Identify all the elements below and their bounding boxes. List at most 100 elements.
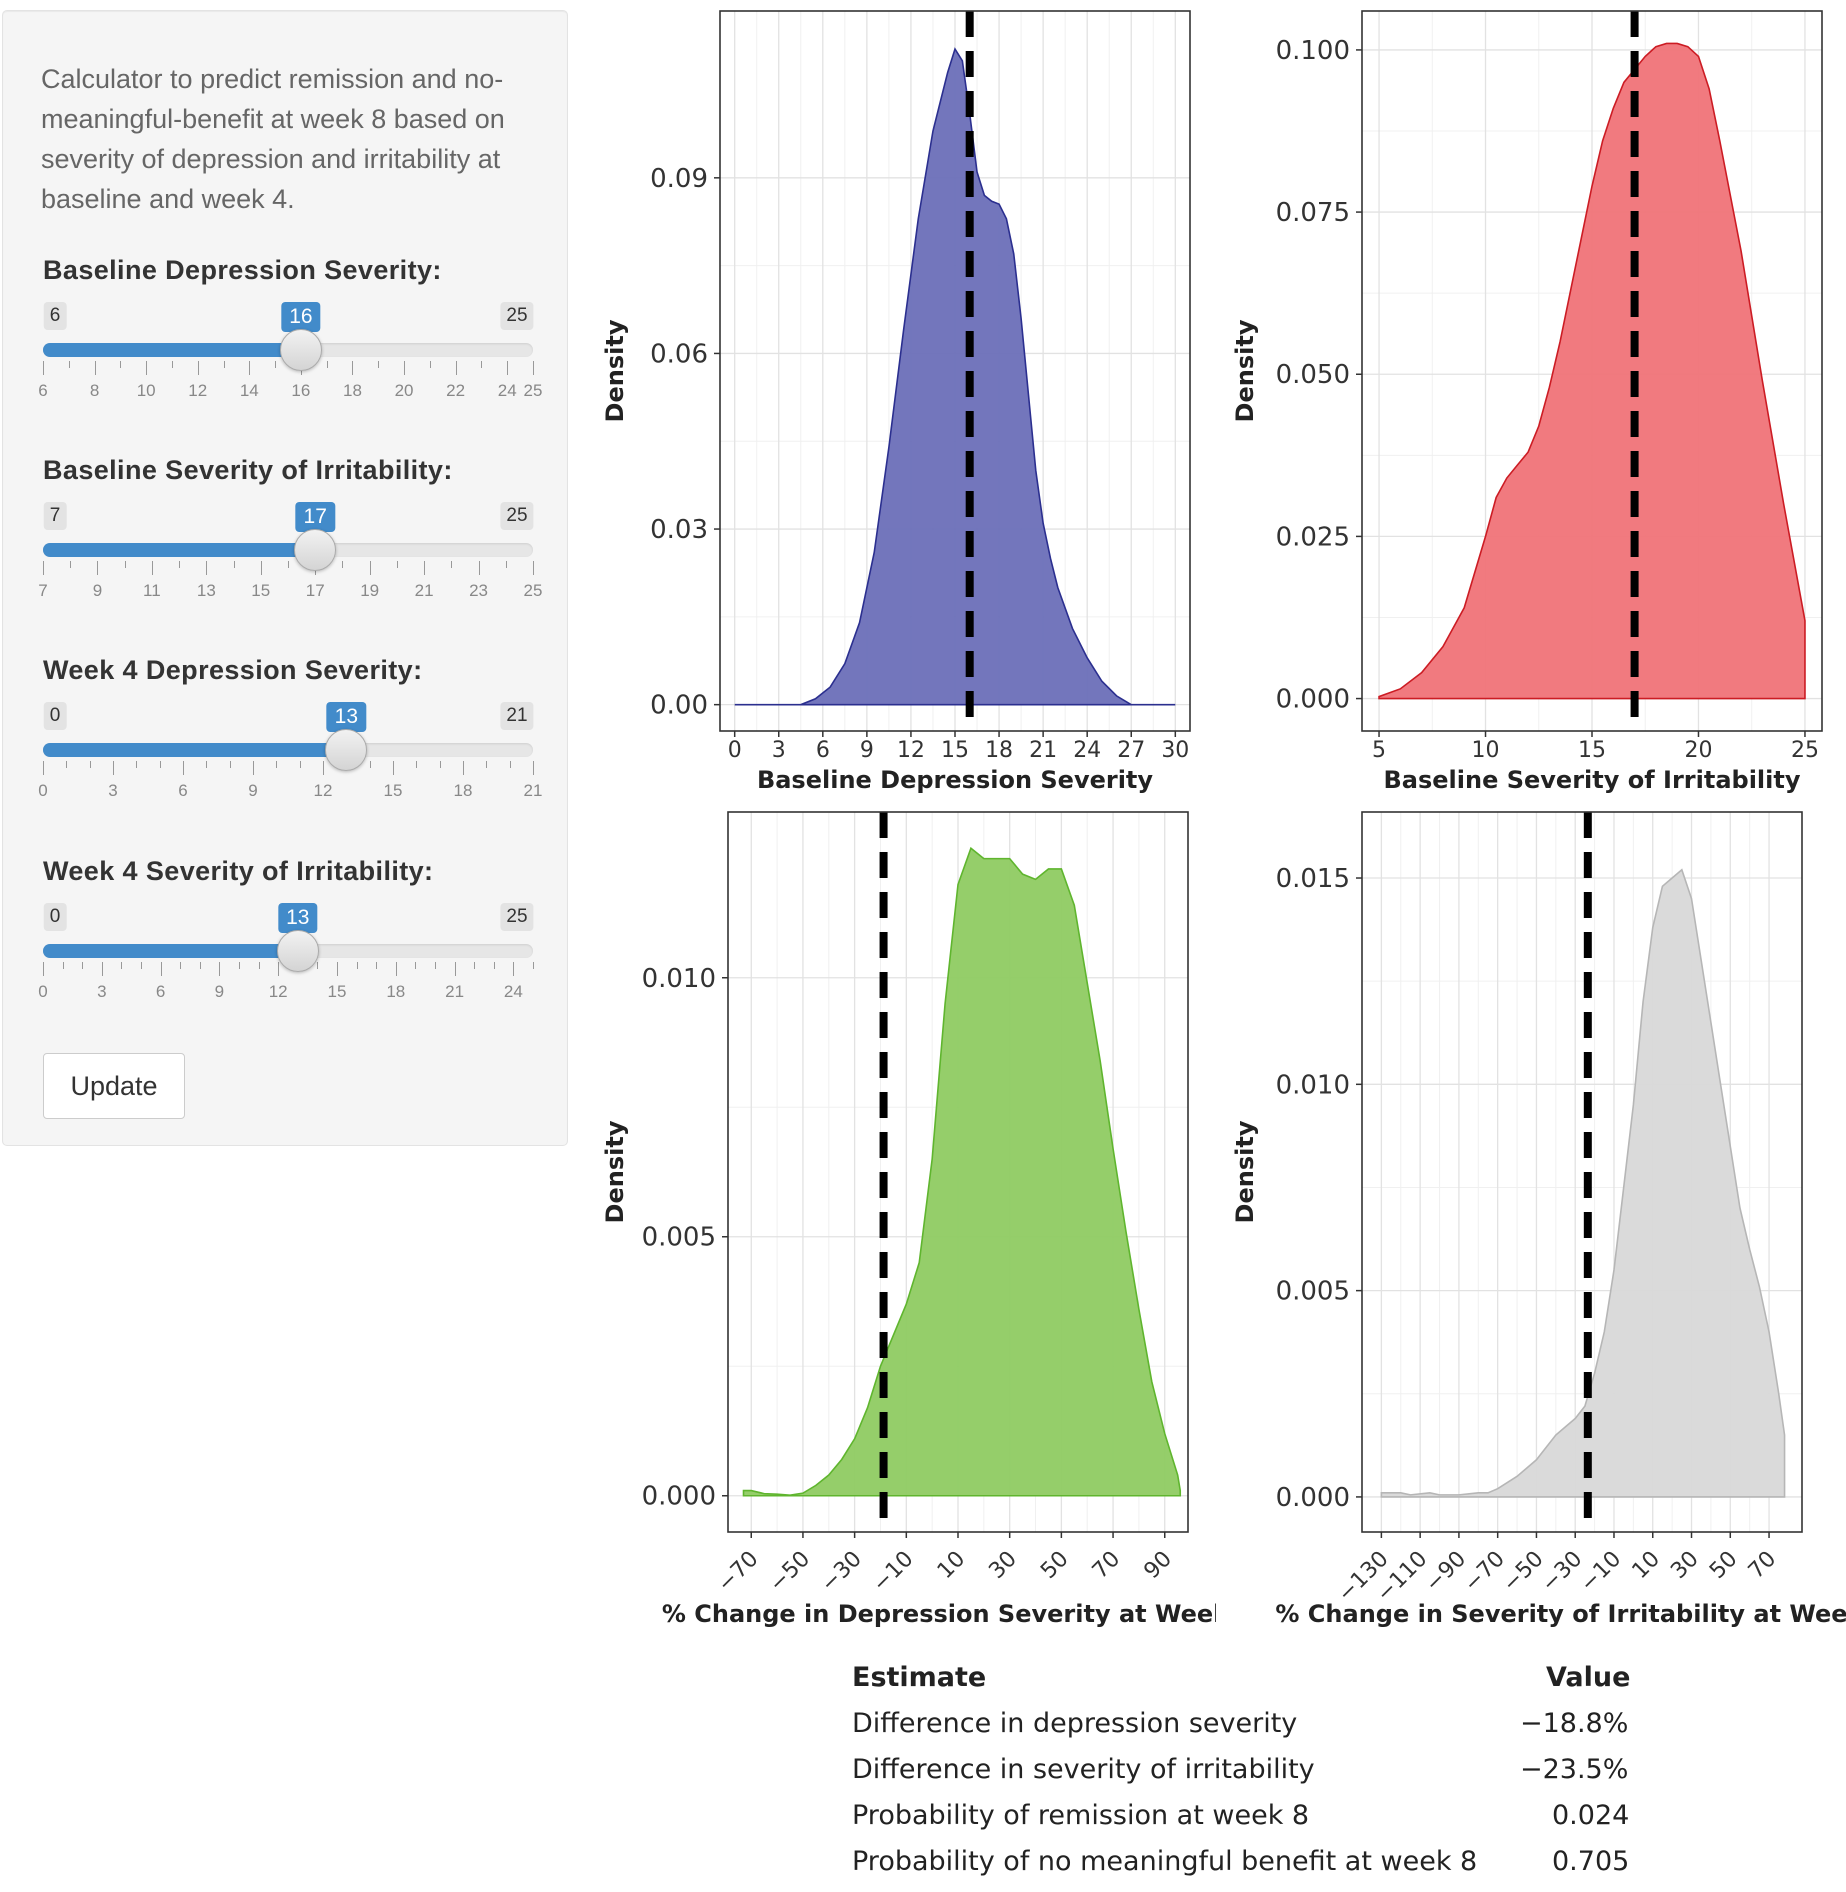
slider-tick-label: 6 — [38, 381, 48, 400]
slider-value-badge: 16 — [281, 302, 321, 332]
slider-tick-label: 0 — [38, 982, 48, 1001]
x-tick-label: 27 — [1117, 738, 1145, 763]
slider-handle[interactable] — [279, 329, 322, 371]
chart-change-irritability: 0.0000.0050.0100.015−130−110−90−70−50−30… — [1231, 811, 1846, 1628]
x-tick-label: 15 — [1578, 738, 1606, 763]
slider-tick-label: 8 — [89, 381, 100, 400]
x-tick-label: 3 — [772, 738, 786, 763]
value-column-header: Value — [1546, 1662, 1631, 1693]
y-tick-label: 0.000 — [1276, 1483, 1350, 1513]
x-tick-label: 0 — [728, 738, 742, 763]
x-axis-label: % Change in Severity of Irritability at … — [1275, 1600, 1846, 1628]
slider-tick-label: 12 — [188, 381, 208, 400]
slider-ticks — [43, 962, 534, 978]
density-area — [1380, 868, 1786, 1498]
slider-fill — [43, 543, 316, 557]
slider-tick-label: 18 — [386, 982, 406, 1001]
slider-ticks — [43, 561, 534, 577]
y-tick-label: 0.010 — [1276, 1070, 1350, 1100]
y-tick-label: 0.06 — [650, 339, 708, 369]
slider-handle[interactable] — [276, 930, 319, 972]
slider-max-badge: 25 — [500, 502, 534, 530]
slider-tick-label: 15 — [251, 581, 271, 600]
slider-max-badge: 25 — [500, 903, 534, 931]
y-tick-label: 0.00 — [650, 691, 708, 721]
slider-baseline-depression[interactable]: Baseline Depression Severity: 6 25 16 6 8 10 12… — [38, 255, 542, 435]
slider-tick-label: 21 — [414, 581, 434, 600]
y-tick-label: 0.000 — [1276, 685, 1350, 715]
x-tick-label: −50 — [765, 1547, 816, 1598]
y-axis-label: Density — [1231, 1120, 1259, 1223]
slider-value-badge: 13 — [326, 702, 367, 732]
x-tick-label: 50 — [1036, 1547, 1073, 1584]
y-tick-label: 0.100 — [1276, 36, 1350, 66]
slider-tick-label: 12 — [313, 781, 333, 800]
estimate-row: Probability of remission at week 8 0.024 — [852, 1800, 1652, 1846]
slider-tick-label: 24 — [497, 381, 517, 400]
slider-tick-label: 23 — [469, 581, 489, 600]
x-tick-label: 5 — [1372, 738, 1386, 763]
slider-tick-label: 21 — [523, 781, 543, 800]
slider-tick-label: 22 — [446, 381, 466, 400]
slider-fill — [43, 743, 347, 757]
x-tick-label: 25 — [1791, 738, 1819, 763]
slider-tick-label: 19 — [360, 581, 380, 600]
x-axis-label: Baseline Depression Severity — [757, 766, 1153, 794]
x-tick-label: 10 — [1628, 1547, 1665, 1584]
y-tick-label: 0.010 — [642, 964, 716, 994]
x-tick-label: 10 — [933, 1547, 970, 1584]
x-tick-label: −70 — [1459, 1547, 1510, 1598]
slider-label: Baseline Depression Severity: — [43, 255, 442, 285]
estimate-label: Difference in depression severity — [852, 1708, 1298, 1739]
y-tick-label: 0.09 — [650, 164, 708, 194]
slider-handle[interactable] — [294, 529, 337, 571]
estimate-value: −23.5% — [1520, 1754, 1629, 1785]
x-tick-label: −30 — [1537, 1547, 1588, 1598]
estimate-column-header: Estimate — [852, 1662, 987, 1693]
slider-tick-label: 9 — [214, 982, 225, 1001]
x-tick-label: 90 — [1140, 1547, 1177, 1584]
y-tick-label: 0.050 — [1276, 360, 1350, 390]
slider-tick-label: 25 — [523, 381, 543, 400]
x-tick-label: 21 — [1029, 738, 1057, 763]
slider-tick-label: 6 — [178, 781, 188, 800]
x-tick-label: −30 — [816, 1547, 867, 1598]
x-tick-label: −90 — [1421, 1547, 1472, 1598]
slider-tick-label: 21 — [445, 982, 465, 1001]
y-tick-label: 0.005 — [642, 1223, 716, 1253]
estimate-value: 0.705 — [1552, 1846, 1630, 1877]
x-tick-label: 50 — [1705, 1547, 1742, 1584]
slider-min-badge: 6 — [43, 302, 67, 330]
y-tick-label: 0.03 — [650, 515, 708, 545]
slider-label: Week 4 Severity of Irritability: — [43, 856, 434, 886]
slider-handle[interactable] — [325, 729, 368, 771]
estimate-label: Probability of no meaningful benefit at … — [852, 1846, 1478, 1877]
slider-fill — [43, 944, 298, 958]
chart-change-depression: 0.000 0.005 0.010 −70 −50 −30 −10 10 30 50 70 90 % C… — [601, 811, 1216, 1628]
slider-min-badge: 0 — [43, 702, 67, 730]
estimates-table: Estimate Value Difference in depression … — [852, 1662, 1652, 1892]
estimate-label: Difference in severity of irritability — [852, 1754, 1315, 1785]
density-area — [1378, 42, 1806, 700]
slider-min-badge: 7 — [43, 502, 67, 530]
estimates-header: Estimate Value — [852, 1662, 1652, 1708]
slider-tick-label: 11 — [143, 581, 161, 600]
x-tick-label: 20 — [1684, 738, 1712, 763]
slider-fill — [43, 343, 301, 357]
slider-tick-label: 18 — [343, 381, 362, 400]
slider-week4-irritability[interactable]: Week 4 Severity of Irritability: 0 25 13 0 3 6… — [38, 856, 534, 1036]
estimate-row: Probability of no meaningful benefit at … — [852, 1846, 1652, 1892]
y-tick-label: 0.005 — [1276, 1277, 1350, 1307]
x-tick-label: 30 — [1161, 738, 1189, 763]
slider-tick-label: 17 — [305, 581, 325, 600]
x-axis-label: Baseline Severity of Irritability — [1384, 766, 1801, 794]
slider-baseline-irritability[interactable]: Baseline Severity of Irritability: 7 25 17 7… — [38, 455, 542, 635]
x-tick-label: 18 — [985, 738, 1013, 763]
x-tick-label: 15 — [941, 738, 969, 763]
slider-week4-depression[interactable]: Week 4 Depression Severity: 0 21 13 0 3 6 9 12 15… — [38, 655, 542, 835]
x-tick-label: 30 — [1666, 1547, 1703, 1584]
x-axis-label: % Change in Depression Severity at Week … — [662, 1600, 1216, 1628]
update-button[interactable]: Update — [43, 1053, 185, 1119]
slider-tick-label: 16 — [291, 381, 311, 400]
slider-label: Baseline Severity of Irritability: — [43, 455, 453, 485]
